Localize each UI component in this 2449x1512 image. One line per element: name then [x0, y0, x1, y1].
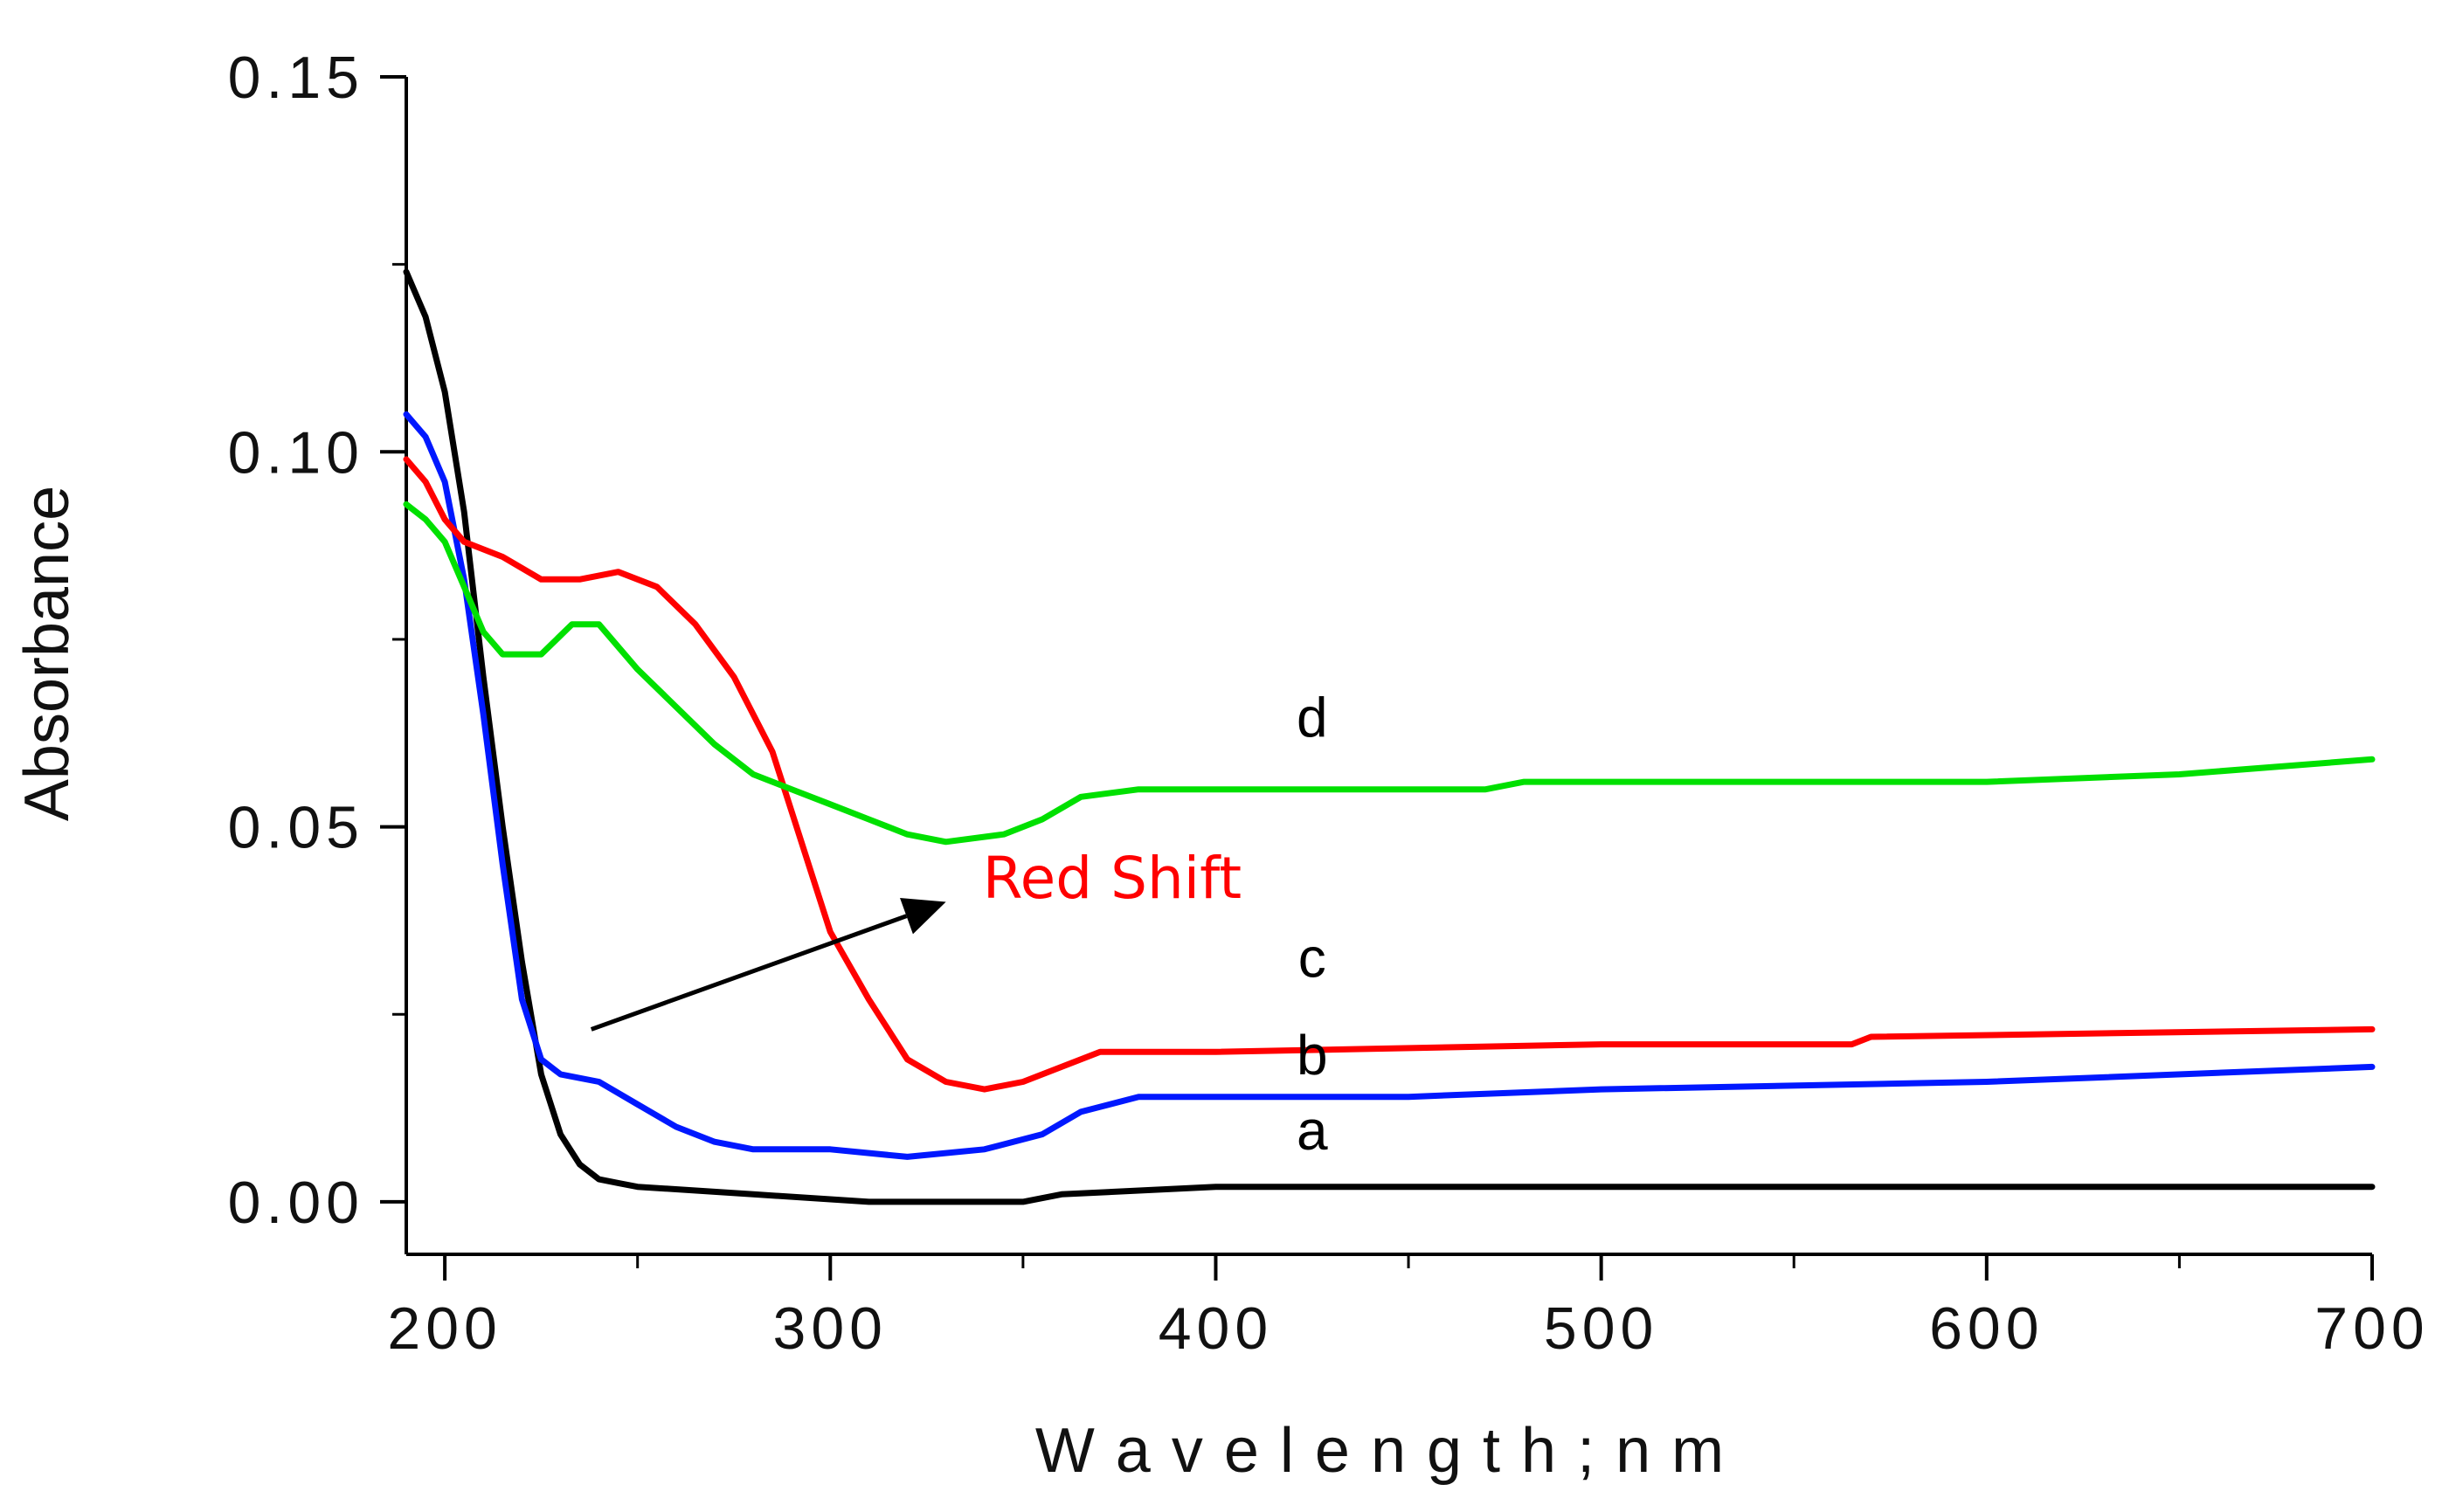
- series-line-c: [403, 456, 2376, 1093]
- series-line-d: [403, 501, 2376, 846]
- series-layer: [403, 268, 2376, 1205]
- y-axis-title: Absorbance: [12, 486, 82, 821]
- series-line-b: [403, 411, 2376, 1160]
- series-line-a: [403, 268, 2376, 1205]
- y-tick-label: 0.00: [228, 1170, 364, 1236]
- x-axis-title: W a v e l e n g t h ; n m: [1035, 1416, 1726, 1486]
- y-tick-label: 0.05: [228, 795, 364, 861]
- series-label-a: a: [1297, 1099, 1328, 1162]
- red-shift-arrow-head: [900, 897, 946, 935]
- x-tick-label: 600: [1929, 1295, 2044, 1362]
- y-tick-label: 0.10: [228, 419, 364, 486]
- series-label-b: b: [1297, 1024, 1328, 1087]
- y-tick-label: 0.15: [228, 45, 364, 111]
- red-shift-arrow-line: [590, 914, 908, 1032]
- x-tick-label: 300: [773, 1295, 888, 1362]
- series-label-c: c: [1298, 926, 1326, 989]
- x-tick-label: 400: [1159, 1295, 1273, 1362]
- axes: 0.00 0.05 0.10 0.15 200 300 400 500 600 700: [228, 45, 2429, 1362]
- x-tick-label: 500: [1544, 1295, 1658, 1362]
- red-shift-annotation: Red Shift: [983, 845, 1242, 912]
- labels-layer: abc d Red Shift: [590, 687, 1328, 1162]
- x-tick-label: 700: [2314, 1295, 2429, 1362]
- x-tick-label: 200: [387, 1295, 502, 1362]
- series-label-d: d: [1297, 687, 1328, 749]
